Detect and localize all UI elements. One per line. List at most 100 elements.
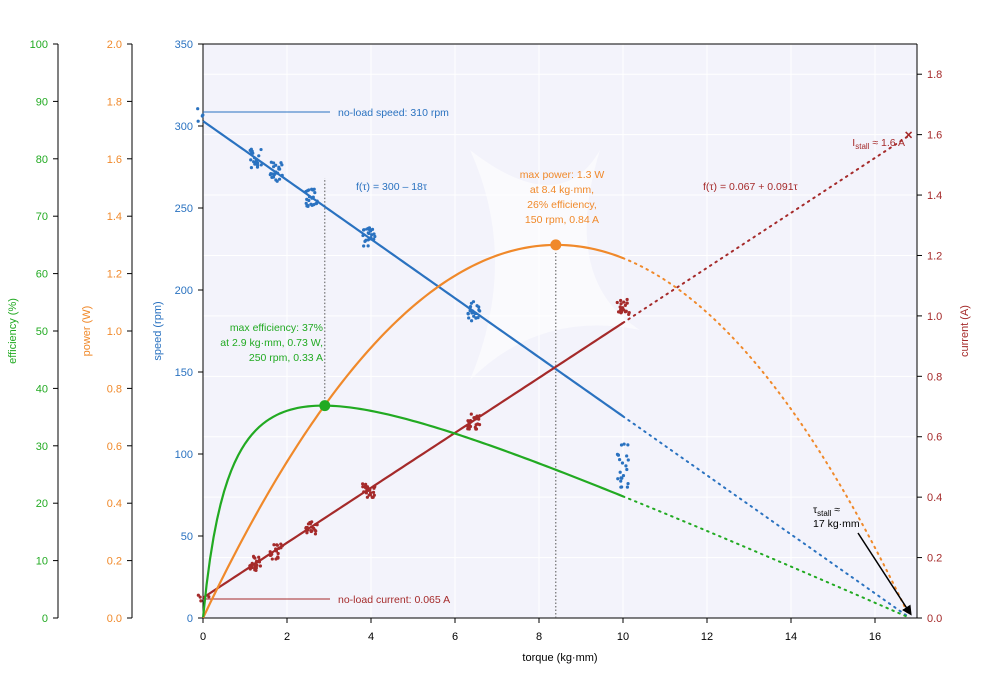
current-measured-point bbox=[274, 549, 279, 553]
current-measured-point bbox=[362, 490, 366, 494]
speed-tick-label: 200 bbox=[175, 285, 193, 297]
speed-measured-point bbox=[625, 454, 629, 458]
current-measured-point bbox=[310, 520, 314, 524]
current-measured-point bbox=[371, 495, 375, 499]
speed-measured-point bbox=[366, 244, 370, 248]
speed-measured-point bbox=[249, 166, 254, 170]
current-measured-point bbox=[623, 303, 627, 307]
max-efficiency-label: at 2.9 kg·mm, 0.73 W, bbox=[220, 337, 323, 349]
speed-measured-point bbox=[307, 188, 311, 192]
speed-measured-point bbox=[369, 229, 373, 233]
current-measured-point bbox=[372, 486, 376, 490]
x-tick-label: 4 bbox=[368, 631, 374, 643]
speed-tick-label: 150 bbox=[175, 367, 193, 379]
speed-measured-point bbox=[626, 482, 630, 486]
current-measured-point bbox=[207, 595, 211, 599]
speed-measured-point bbox=[311, 188, 315, 192]
speed-measured-point bbox=[619, 476, 623, 480]
efficiency-tick-label: 30 bbox=[36, 441, 48, 453]
current-measured-point bbox=[276, 551, 280, 556]
current-tick-label: 0.4 bbox=[927, 492, 942, 504]
current-measured-point bbox=[309, 529, 313, 533]
speed-measured-point bbox=[277, 165, 281, 169]
current-measured-point bbox=[272, 543, 276, 547]
stall-torque-approx: ≈ bbox=[831, 504, 840, 516]
efficiency-tick-label: 70 bbox=[36, 211, 48, 223]
max-power-label: 150 rpm, 0.84 A bbox=[525, 214, 599, 226]
current-measured-point bbox=[625, 297, 629, 302]
speed-tick-label: 50 bbox=[181, 531, 193, 543]
speed-measured-point bbox=[466, 311, 470, 316]
current-measured-point bbox=[365, 495, 369, 499]
current-tick-label: 1.4 bbox=[927, 190, 942, 202]
current-measured-point bbox=[477, 417, 481, 421]
speed-measured-point bbox=[259, 163, 263, 167]
current-measured-point bbox=[277, 546, 281, 551]
max-power-label: max power: 1.3 W bbox=[520, 169, 605, 181]
speed-measured-point bbox=[253, 162, 257, 166]
stall-current-subscript: stall bbox=[855, 142, 869, 151]
current-tick-label: 0.2 bbox=[927, 553, 942, 565]
speed-measured-point bbox=[272, 165, 276, 169]
current-fit-label: f(τ) = 0.067 + 0.091τ bbox=[703, 181, 799, 193]
speed-measured-point bbox=[256, 163, 260, 168]
power-tick-label: 1.0 bbox=[107, 326, 122, 338]
stall-torque-subscript: stall bbox=[817, 509, 831, 518]
speed-measured-point bbox=[373, 234, 377, 239]
max-efficiency-label: max efficiency: 37% bbox=[230, 322, 323, 334]
efficiency-tick-label: 50 bbox=[36, 326, 48, 338]
speed-measured-point bbox=[367, 231, 371, 236]
speed-measured-point bbox=[312, 203, 316, 207]
stall-current-value: ≈ 1.6 A bbox=[869, 137, 905, 149]
current-measured-point bbox=[306, 522, 311, 526]
current-measured-point bbox=[196, 593, 200, 597]
speed-measured-point bbox=[307, 198, 311, 203]
current-measured-point bbox=[619, 302, 623, 306]
stall-torque-value: 17 kg·mm bbox=[813, 518, 860, 530]
current-measured-point bbox=[199, 599, 203, 603]
current-measured-point bbox=[257, 555, 261, 559]
speed-measured-point bbox=[255, 159, 259, 163]
power-tick-label: 0.6 bbox=[107, 441, 122, 453]
efficiency-tick-label: 100 bbox=[30, 39, 48, 51]
current-measured-point bbox=[616, 310, 621, 314]
measured-points-layer: × bbox=[196, 107, 913, 603]
max-power-label: 26% efficiency, bbox=[527, 199, 597, 211]
speed-measured-point bbox=[304, 189, 308, 194]
speed-measured-point bbox=[625, 485, 630, 489]
speed-tick-label: 300 bbox=[175, 121, 193, 133]
x-tick-label: 6 bbox=[452, 631, 458, 643]
max-efficiency-label: 250 rpm, 0.33 A bbox=[249, 352, 323, 364]
power-tick-label: 0.4 bbox=[107, 498, 122, 510]
speed-measured-point bbox=[361, 233, 365, 238]
speed-measured-point bbox=[469, 319, 474, 323]
current-measured-point bbox=[618, 305, 622, 309]
current-fit-line bbox=[202, 321, 624, 599]
speed-measured-point bbox=[477, 305, 481, 309]
current-measured-point bbox=[619, 298, 623, 303]
current-measured-point bbox=[468, 424, 473, 429]
current-measured-point bbox=[257, 560, 262, 564]
current-measured-point bbox=[469, 412, 473, 416]
efficiency-tick-label: 90 bbox=[36, 96, 48, 108]
stall-current-label: Istall ≈ 1.6 A bbox=[852, 137, 905, 151]
current-measured-point bbox=[619, 311, 623, 315]
axes: 0 2 4 6 8 10 12 14 16 torque (kg·mm) 0 10 20 30 40 50 60… bbox=[7, 39, 971, 664]
speed-measured-point bbox=[271, 172, 275, 176]
power-tick-label: 1.4 bbox=[107, 211, 122, 223]
speed-measured-point bbox=[275, 171, 280, 175]
speed-measured-point bbox=[468, 309, 472, 313]
current-measured-point bbox=[305, 531, 309, 535]
power-tick-label: 1.6 bbox=[107, 154, 122, 166]
current-tick-label: 1.6 bbox=[927, 130, 942, 142]
speed-measured-point bbox=[275, 179, 279, 183]
current-measured-point bbox=[361, 482, 365, 486]
speed-measured-point bbox=[467, 316, 471, 320]
max-efficiency-marker bbox=[319, 400, 331, 412]
efficiency-tick-label: 40 bbox=[36, 383, 48, 395]
x-tick-label: 10 bbox=[617, 631, 629, 643]
efficiency-tick-label: 10 bbox=[36, 556, 48, 568]
stall-torque-label: τstall ≈ bbox=[813, 504, 840, 518]
